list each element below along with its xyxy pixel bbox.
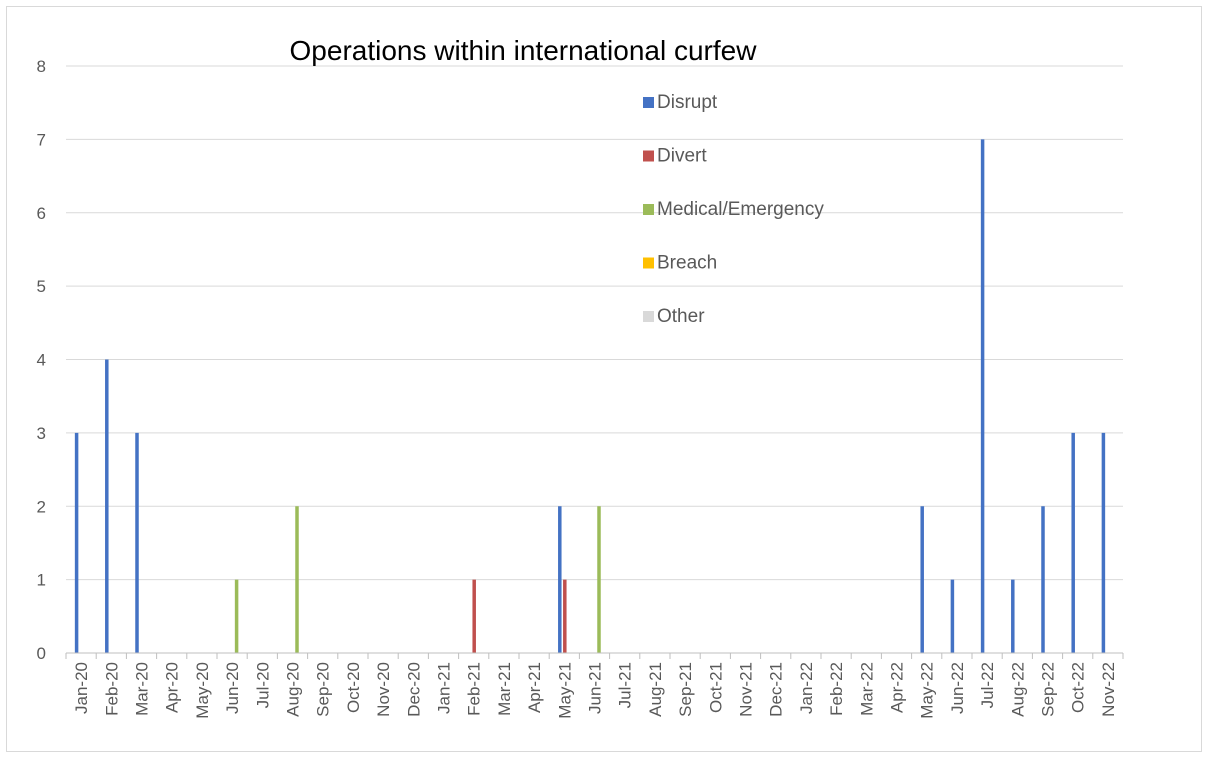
x-tick-label: Nov-22 [1099,662,1118,717]
x-tick-label: Mar-20 [133,662,152,716]
y-tick-label: 5 [37,277,46,296]
bar-divert [472,579,476,653]
bar-medical-emergency [234,579,239,653]
y-tick-label: 7 [37,130,46,149]
x-tick-label: Jul-22 [978,662,997,708]
x-tick-label: Dec-20 [404,662,423,717]
x-tick-label: Sep-22 [1039,662,1058,717]
chart-frame [6,6,1202,752]
x-tick-label: Nov-20 [374,662,393,717]
x-tick-label: Oct-20 [344,662,363,713]
x-tick-label: Jul-20 [253,662,272,708]
x-tick-label: Apr-22 [888,662,907,713]
x-tick-label: Mar-22 [857,662,876,716]
x-tick-label: Jun-21 [586,662,605,714]
x-tick-label: Feb-22 [827,662,846,716]
x-tick-label: Sep-21 [676,662,695,717]
y-tick-label: 0 [37,644,46,663]
legend-label: Divert [657,146,707,167]
y-tick-label: 2 [37,497,46,516]
bar-divert [563,579,567,653]
x-tick-label: Oct-21 [706,662,725,713]
y-tick-label: 4 [37,351,46,370]
gridlines [66,65,1123,581]
x-tick-label: Apr-20 [163,662,182,713]
x-tick-label: Jun-22 [948,662,967,714]
x-tick-label: Jul-21 [616,662,635,708]
x-tick-label: Apr-21 [525,662,544,713]
x-tick-label: Oct-22 [1069,662,1088,713]
x-tick-label: Aug-21 [646,662,665,717]
x-tick-label: Feb-21 [465,662,484,716]
y-tick-label: 3 [37,424,46,443]
x-tick-label: Jan-21 [435,662,454,714]
bars [74,139,1106,653]
x-tick-label: Nov-21 [737,662,756,717]
x-tick-label: Feb-20 [102,662,121,716]
x-tick-label: Aug-22 [1008,662,1027,717]
legend-label: Other [657,306,705,327]
bar-disrupt [1011,579,1015,653]
legend-label: Medical/Emergency [657,199,824,220]
x-tick-label: Dec-21 [767,662,786,717]
y-tick-label: 1 [37,571,46,590]
x-tick-label: May-20 [193,662,212,719]
bar-medical-emergency [597,506,601,653]
bar-disrupt [558,506,562,653]
bar-medical-emergency [295,506,299,653]
bar-disrupt [1101,432,1106,653]
bar-disrupt [1071,432,1075,653]
x-tick-label: Jun-20 [223,662,242,714]
legend-label: Breach [657,253,717,274]
legend-label: Disrupt [657,92,718,113]
bar-disrupt [1041,506,1045,653]
x-tick-label: Sep-20 [314,662,333,717]
x-tick-label: May-22 [918,662,937,719]
x-tick-label: Aug-20 [284,662,303,717]
chart-title: Operations within international curfew [290,35,758,66]
bar-disrupt [950,579,955,653]
y-tick-label: 8 [37,57,46,76]
y-tick-label: 6 [37,204,46,223]
x-tick-label: Jan-22 [797,662,816,714]
legend-swatch [643,97,654,108]
bar-disrupt [74,432,79,653]
legend: Disrupt Divert Medical/Emergency Breach Othe… [643,92,824,327]
axes: 0 1 2 3 4 5 6 7 8 Jan-20 Feb-20 Mar-20 Apr-20 May-20 J… [37,57,1124,719]
legend-swatch [643,311,654,322]
bar-disrupt [135,432,139,653]
bar-disrupt [105,359,109,653]
legend-swatch [643,257,654,269]
legend-swatch [643,150,654,162]
x-tick-label: Mar-21 [495,662,514,716]
bar-disrupt [980,139,985,653]
legend-swatch [643,204,654,215]
x-tick-label: Jan-20 [72,662,91,714]
x-tick-label: May-21 [555,662,574,719]
bar-disrupt [920,506,924,653]
